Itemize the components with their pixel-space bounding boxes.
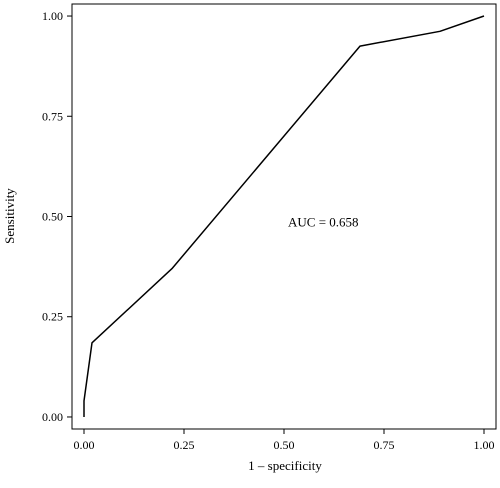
annotation-layer: AUC = 0.658 (288, 215, 359, 230)
y-tick-label: 0.75 (42, 109, 63, 123)
y-tick-label: 0.25 (42, 310, 63, 324)
x-axis-label: 1 – specificity (248, 458, 322, 473)
auc-annotation: AUC = 0.658 (288, 215, 359, 230)
plot-frame (71, 3, 497, 430)
x-tick-label: 1.00 (474, 438, 495, 452)
y-tick-label: 0.00 (42, 410, 63, 424)
x-tick-label: 0.50 (274, 438, 295, 452)
x-tick-label: 0.25 (174, 438, 195, 452)
y-tick-label: 1.00 (42, 9, 63, 23)
x-tick-label: 0.00 (74, 438, 95, 452)
roc-curve (83, 15, 485, 417)
x-axis-ticks: 0.00 0.25 0.50 0.75 1.00 (74, 429, 495, 452)
series-layer (83, 15, 485, 417)
y-axis-ticks: 0.00 0.25 0.50 0.75 1.00 (42, 9, 72, 424)
y-axis-label: Sensitivity (2, 188, 17, 244)
x-tick-label: 0.75 (374, 438, 395, 452)
y-tick-label: 0.50 (42, 210, 63, 224)
